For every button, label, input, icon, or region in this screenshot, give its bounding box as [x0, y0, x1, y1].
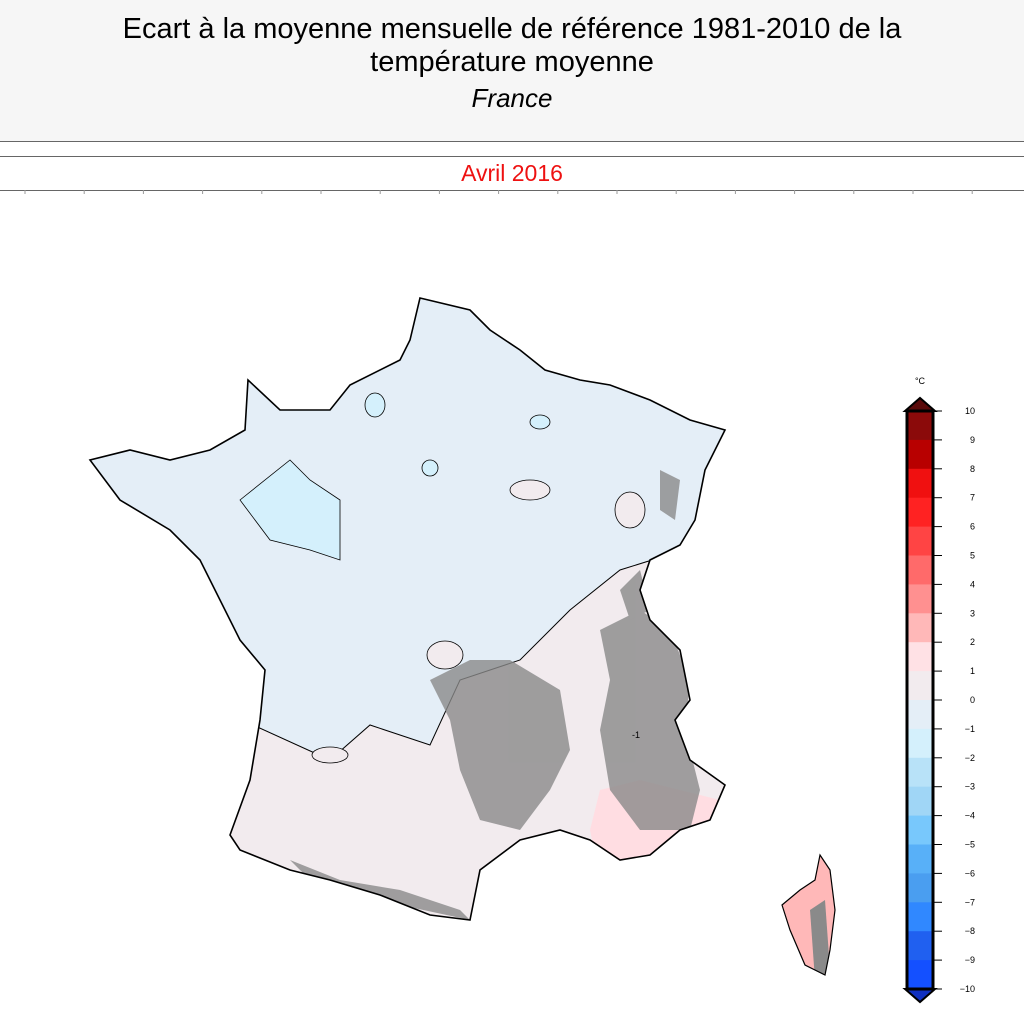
colorbar-tick-label: −3 [965, 782, 975, 792]
colorbar-tick-label: −5 [965, 840, 975, 850]
north-zone [90, 298, 725, 920]
colorbar-tick-label: 3 [970, 608, 975, 618]
colorbar-bin [907, 786, 933, 817]
colorbar-bin [907, 439, 933, 470]
contour-label: -1 [632, 730, 640, 740]
colorbar-tick-label: 7 [970, 493, 975, 503]
colorbar-tick-label: 6 [970, 522, 975, 532]
over-arrow [902, 396, 938, 412]
colorbar-bin [907, 613, 933, 643]
colorbar-tick-label: 4 [970, 579, 975, 589]
colorbar-tick-label: 5 [970, 551, 975, 561]
colorbar-tick-label: 10 [965, 406, 975, 416]
colorbar-tick-label: −9 [965, 955, 975, 965]
map-title: Ecart à la moyenne mensuelle de référenc… [122, 13, 902, 78]
colorbar-tick-label: 9 [970, 435, 975, 445]
colorbar-bin [907, 526, 933, 556]
period-label: Avril 2016 [0, 156, 1024, 191]
colorbar-tick-label: 1 [970, 666, 975, 676]
colorbar-tick-label: 8 [970, 464, 975, 474]
colorbar-tick-label: −1 [965, 724, 975, 734]
colorbar-bin [907, 815, 933, 845]
colorbar-bin [907, 844, 933, 874]
colorbar-bin [907, 411, 933, 441]
cool-patches [239, 392, 551, 561]
colorbar-bin [907, 873, 933, 903]
colorbar-bin [907, 497, 933, 528]
colorbar-tick-label: −4 [965, 811, 975, 821]
colorbar-tick-label: −7 [965, 897, 975, 907]
colorbar-tick-label: 0 [970, 695, 975, 705]
colorbar-bin [907, 700, 933, 730]
frame-ticks [24, 190, 973, 194]
warm-patches [311, 479, 646, 764]
under-arrow [902, 988, 938, 1004]
colorbar-bin [907, 902, 933, 932]
colorbar-tick-label: −8 [965, 926, 975, 936]
corsica [782, 855, 835, 975]
colorbar-bin [907, 584, 933, 614]
colorbar-tick-label: 2 [970, 637, 975, 647]
header: Ecart à la moyenne mensuelle de référenc… [0, 0, 1024, 142]
colorbar-tick-label: −2 [965, 753, 975, 763]
colorbar-bin [907, 757, 933, 788]
colorbar-bin [907, 931, 933, 961]
colorbar-tick-label: −6 [965, 868, 975, 878]
map-region: France [471, 83, 553, 113]
colorbar-bin [907, 555, 933, 585]
colorbar-unit: °C [915, 376, 926, 386]
colorbar-bin [907, 728, 933, 759]
colorbar-bin [907, 468, 933, 499]
colorbar-bin [907, 671, 933, 701]
relief [290, 470, 700, 920]
colorbar-tick-label: −10 [960, 984, 975, 994]
colorbar-bin [907, 642, 933, 672]
colorbar-bin [907, 960, 933, 990]
